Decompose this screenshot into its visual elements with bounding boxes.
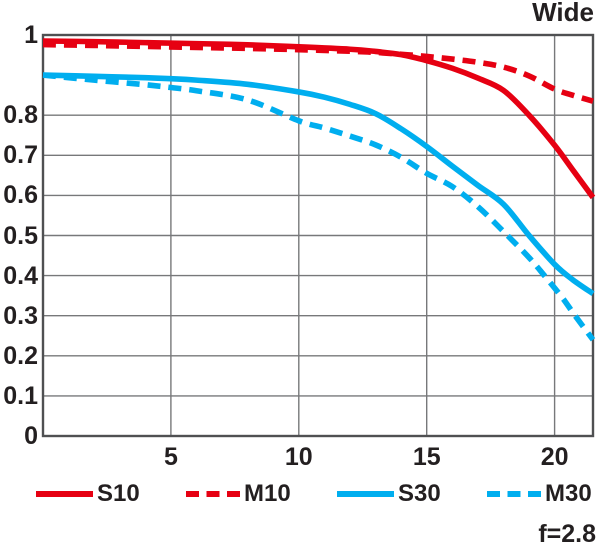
dashed-line-swatch: [487, 491, 541, 497]
y-tick-label: 0.4: [3, 261, 38, 290]
y-tick-label: 0.2: [3, 341, 38, 370]
y-axis-labels: 0 0.1 0.2 0.3 0.4 0.5 0.6 0.7 0.8 1: [0, 0, 38, 549]
chart-title: Wide: [532, 0, 594, 27]
y-tick-label: 0.6: [3, 181, 38, 210]
y-tick-label: 0.1: [3, 381, 38, 410]
x-tick-label: 10: [284, 443, 313, 471]
curve-m30: [42, 72, 596, 342]
aperture-label: f=2.8: [538, 520, 596, 548]
curve-s30: [42, 72, 595, 296]
legend-label: S30: [398, 480, 441, 507]
legend-label: S10: [97, 480, 140, 507]
x-tick-label: 15: [412, 443, 441, 471]
y-tick-label: 1: [24, 21, 38, 49]
y-tick-label: 0.8: [3, 101, 38, 130]
solid-line-swatch: [36, 491, 93, 497]
plot-border: [41, 33, 595, 438]
legend-item-s30: S30: [337, 479, 441, 509]
legend-label: M30: [545, 480, 592, 507]
legend-item-m30: M30: [487, 479, 592, 509]
dashed-line-swatch: [186, 491, 240, 497]
solid-line-swatch: [337, 491, 394, 497]
curve-m10: [42, 41, 594, 104]
legend-label: M10: [244, 480, 291, 507]
y-tick-label: 0.3: [3, 301, 38, 330]
x-tick-label: 5: [163, 443, 178, 471]
legend: S10 M10 S30 M30: [0, 479, 600, 509]
x-tick-label: 20: [540, 443, 569, 471]
y-tick-label: 0: [24, 422, 38, 450]
legend-item-s10: S10: [36, 479, 140, 509]
y-tick-label: 0.5: [3, 221, 38, 250]
legend-item-m10: M10: [186, 479, 291, 509]
y-tick-label: 0.7: [3, 141, 38, 170]
